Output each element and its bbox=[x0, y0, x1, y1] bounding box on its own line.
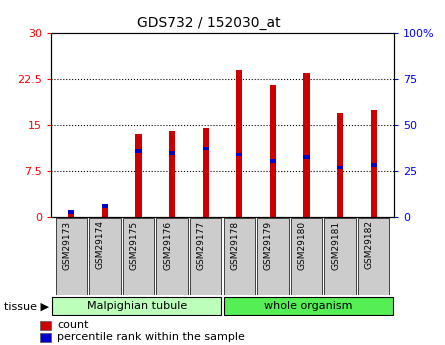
Text: percentile rank within the sample: percentile rank within the sample bbox=[57, 333, 245, 343]
FancyBboxPatch shape bbox=[56, 218, 87, 295]
Bar bbox=[371, 163, 377, 167]
FancyBboxPatch shape bbox=[223, 297, 393, 315]
Bar bbox=[135, 134, 142, 217]
Text: GSM29175: GSM29175 bbox=[129, 220, 138, 269]
Bar bbox=[303, 155, 310, 159]
Bar bbox=[236, 70, 243, 217]
Bar bbox=[40, 321, 51, 330]
Bar bbox=[102, 204, 108, 217]
Bar bbox=[270, 159, 276, 162]
Bar bbox=[169, 151, 175, 155]
Text: GSM29182: GSM29182 bbox=[364, 220, 374, 269]
Text: GSM29177: GSM29177 bbox=[197, 220, 206, 269]
FancyBboxPatch shape bbox=[52, 297, 222, 315]
FancyBboxPatch shape bbox=[257, 218, 289, 295]
Text: GDS732 / 152030_at: GDS732 / 152030_at bbox=[138, 16, 281, 30]
Text: GSM29179: GSM29179 bbox=[264, 220, 273, 269]
Text: GSM29181: GSM29181 bbox=[331, 220, 340, 269]
Bar bbox=[69, 211, 74, 217]
Bar bbox=[169, 131, 175, 217]
Bar bbox=[135, 149, 142, 153]
Bar bbox=[236, 153, 243, 156]
FancyBboxPatch shape bbox=[190, 218, 222, 295]
Text: GSM29173: GSM29173 bbox=[62, 220, 71, 269]
Text: GSM29174: GSM29174 bbox=[96, 220, 105, 269]
Text: Malpighian tubule: Malpighian tubule bbox=[87, 301, 187, 310]
Text: GSM29180: GSM29180 bbox=[298, 220, 307, 269]
Bar bbox=[202, 147, 209, 150]
Bar bbox=[69, 210, 74, 214]
FancyBboxPatch shape bbox=[358, 218, 389, 295]
Text: whole organism: whole organism bbox=[264, 301, 352, 310]
Bar bbox=[303, 73, 310, 217]
Bar bbox=[202, 128, 209, 217]
Bar bbox=[270, 85, 276, 217]
Bar bbox=[102, 204, 108, 207]
Text: count: count bbox=[57, 321, 89, 331]
Text: GSM29176: GSM29176 bbox=[163, 220, 172, 269]
Bar bbox=[337, 166, 343, 169]
Bar bbox=[337, 113, 343, 217]
FancyBboxPatch shape bbox=[223, 218, 255, 295]
Bar bbox=[40, 333, 51, 342]
FancyBboxPatch shape bbox=[324, 218, 356, 295]
Bar bbox=[371, 110, 377, 217]
Text: GSM29178: GSM29178 bbox=[231, 220, 239, 269]
FancyBboxPatch shape bbox=[156, 218, 188, 295]
FancyBboxPatch shape bbox=[123, 218, 154, 295]
FancyBboxPatch shape bbox=[291, 218, 322, 295]
FancyBboxPatch shape bbox=[89, 218, 121, 295]
Text: tissue ▶: tissue ▶ bbox=[4, 302, 49, 311]
